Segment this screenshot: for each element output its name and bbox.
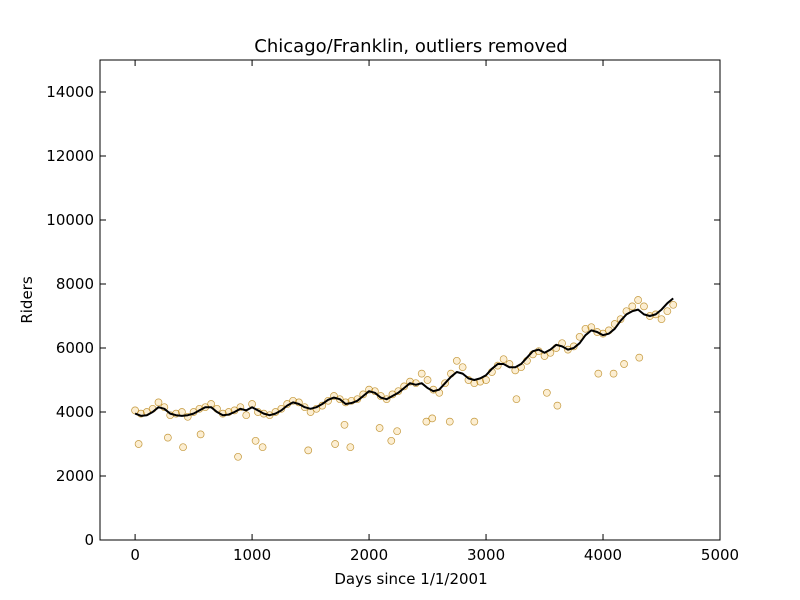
scatter-point [423, 376, 432, 384]
scatter-point [445, 417, 454, 426]
scatter-point [163, 433, 172, 442]
scatter-point [640, 302, 648, 311]
x-tick-label: 1000 [233, 546, 271, 564]
scatter-point [154, 398, 163, 407]
scatter-point [635, 353, 644, 362]
scatter-point [609, 369, 618, 378]
y-tick-label: 8000 [56, 275, 94, 293]
scatter-point [340, 420, 349, 429]
x-axis-label: Days since 1/1/2001 [334, 570, 487, 588]
scatter-point [428, 414, 437, 423]
scatter-point [251, 436, 260, 445]
y-tick-label: 14000 [46, 83, 94, 101]
scatter-point [134, 440, 143, 448]
scatter-point [452, 356, 461, 365]
scatter-point [375, 424, 384, 432]
scatter-point [663, 307, 672, 316]
scatter-point [553, 401, 562, 410]
scatter-point [196, 430, 205, 439]
scatter-point [482, 376, 490, 384]
scatter-point [458, 363, 467, 372]
x-tick-label: 5000 [701, 546, 739, 564]
scatter-point [304, 446, 313, 455]
y-tick-label: 6000 [56, 339, 94, 357]
scatter-point [258, 443, 267, 452]
scatter-point [657, 315, 666, 324]
scatter-point [417, 369, 426, 378]
scatter-point [393, 427, 401, 436]
y-tick-label: 12000 [46, 147, 94, 165]
scatter-point [620, 360, 628, 368]
scatter-point [422, 417, 431, 426]
scatter-point [499, 355, 508, 364]
y-tick-label: 0 [84, 531, 94, 549]
y-axis-label: Riders [18, 276, 36, 324]
x-tick-label: 3000 [467, 546, 505, 564]
scatter-point [331, 440, 339, 448]
scatter-point [178, 408, 186, 416]
plot-area [100, 60, 720, 540]
plot-frame [99, 59, 721, 541]
x-tick-label: 0 [130, 546, 140, 564]
scatter-point [470, 417, 479, 426]
scatter-point [581, 324, 590, 333]
scatter-point [594, 369, 603, 378]
x-tick-label: 4000 [584, 546, 622, 564]
scatter-point [346, 443, 355, 452]
y-tick-label: 10000 [46, 211, 94, 229]
y-tick-label: 2000 [56, 467, 94, 485]
scatter-point [242, 411, 251, 420]
scatter-point [543, 388, 551, 397]
scatter-series [131, 296, 678, 461]
scatter-point [179, 443, 187, 452]
scatter-point [634, 296, 642, 304]
y-tick-label: 4000 [56, 403, 94, 421]
x-tick-label: 2000 [350, 546, 388, 564]
axes: 0 1000 2000 3000 4000 5000 0 2000 4000 6000 8000 10… [46, 60, 739, 564]
scatter-point [628, 302, 637, 311]
trend-line [134, 297, 674, 417]
scatter-point [387, 436, 396, 445]
scatter-point [512, 395, 521, 404]
scatter-point [234, 452, 242, 461]
scatter-point [669, 300, 678, 309]
chart-title: Chicago/Franklin, outliers removed [254, 36, 567, 57]
trend-line-series [134, 297, 674, 417]
